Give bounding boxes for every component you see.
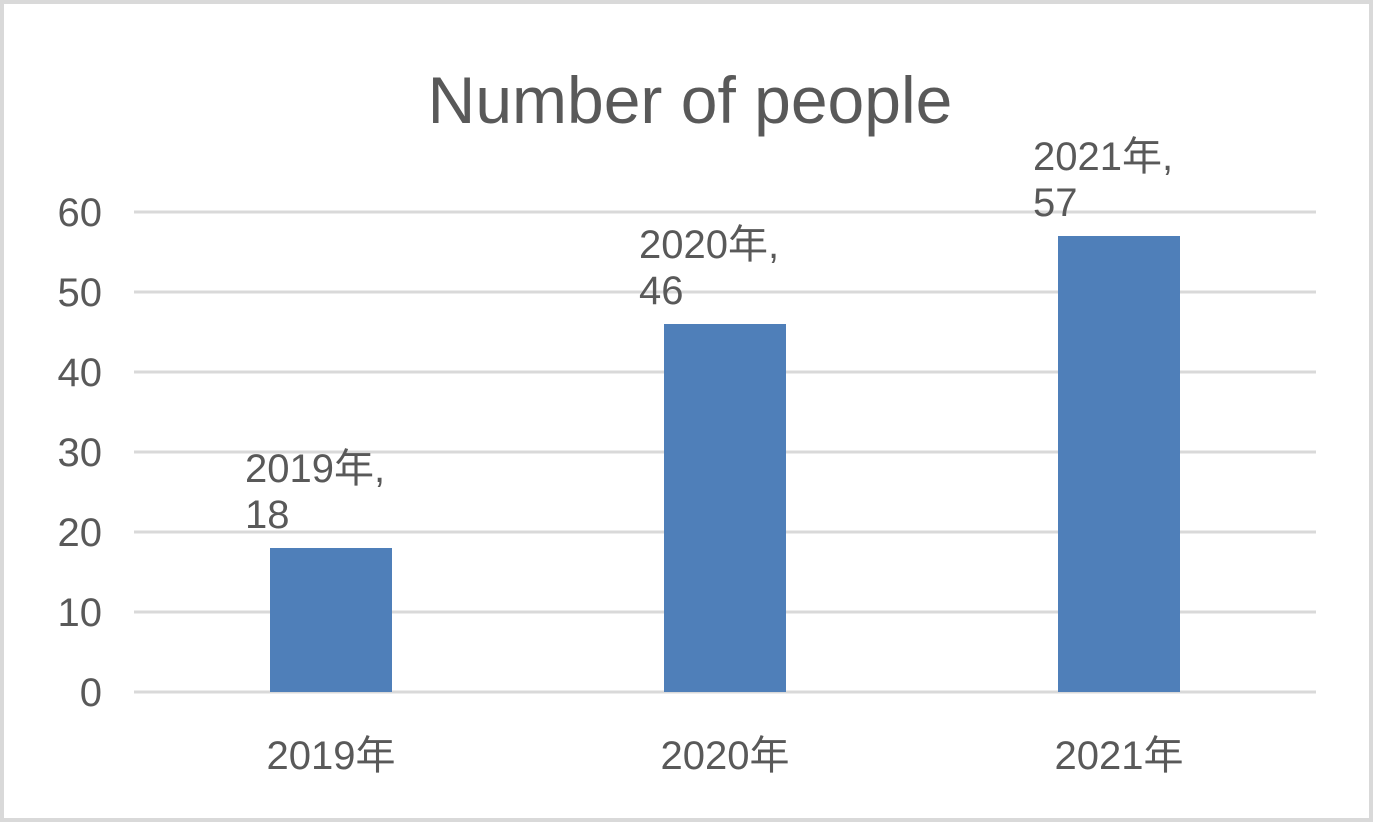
data-label-category: 2020年, (639, 223, 779, 267)
y-tick-label: 30 (58, 431, 103, 475)
x-axis-ticks: 2019年 2020年 2021年 (267, 734, 1184, 778)
data-labels: 2019年,18 2020年,46 2021年,57 (245, 135, 1173, 537)
bar-2021年 (1058, 236, 1180, 692)
y-tick-label: 50 (58, 271, 103, 315)
y-tick-label: 10 (58, 591, 103, 635)
bar-2020年 (664, 324, 786, 692)
data-label-value: 57 (1033, 181, 1078, 225)
y-tick-label: 0 (80, 671, 102, 715)
y-tick-label: 20 (58, 511, 103, 555)
x-tick-label: 2020年 (661, 734, 790, 778)
data-label-category: 2019年, (245, 447, 385, 491)
y-tick-label: 60 (58, 191, 103, 235)
chart-title: Number of people (428, 63, 953, 137)
data-label-category: 2021年, (1033, 135, 1173, 179)
data-label-value: 46 (639, 269, 684, 313)
y-tick-label: 40 (58, 351, 103, 395)
x-tick-label: 2019年 (267, 734, 396, 778)
y-axis-ticks: 0 10 20 30 40 50 60 (58, 191, 103, 715)
bar-2019年 (270, 548, 392, 692)
bars (270, 236, 1180, 692)
x-tick-label: 2021年 (1055, 734, 1184, 778)
data-label-value: 18 (245, 493, 290, 537)
